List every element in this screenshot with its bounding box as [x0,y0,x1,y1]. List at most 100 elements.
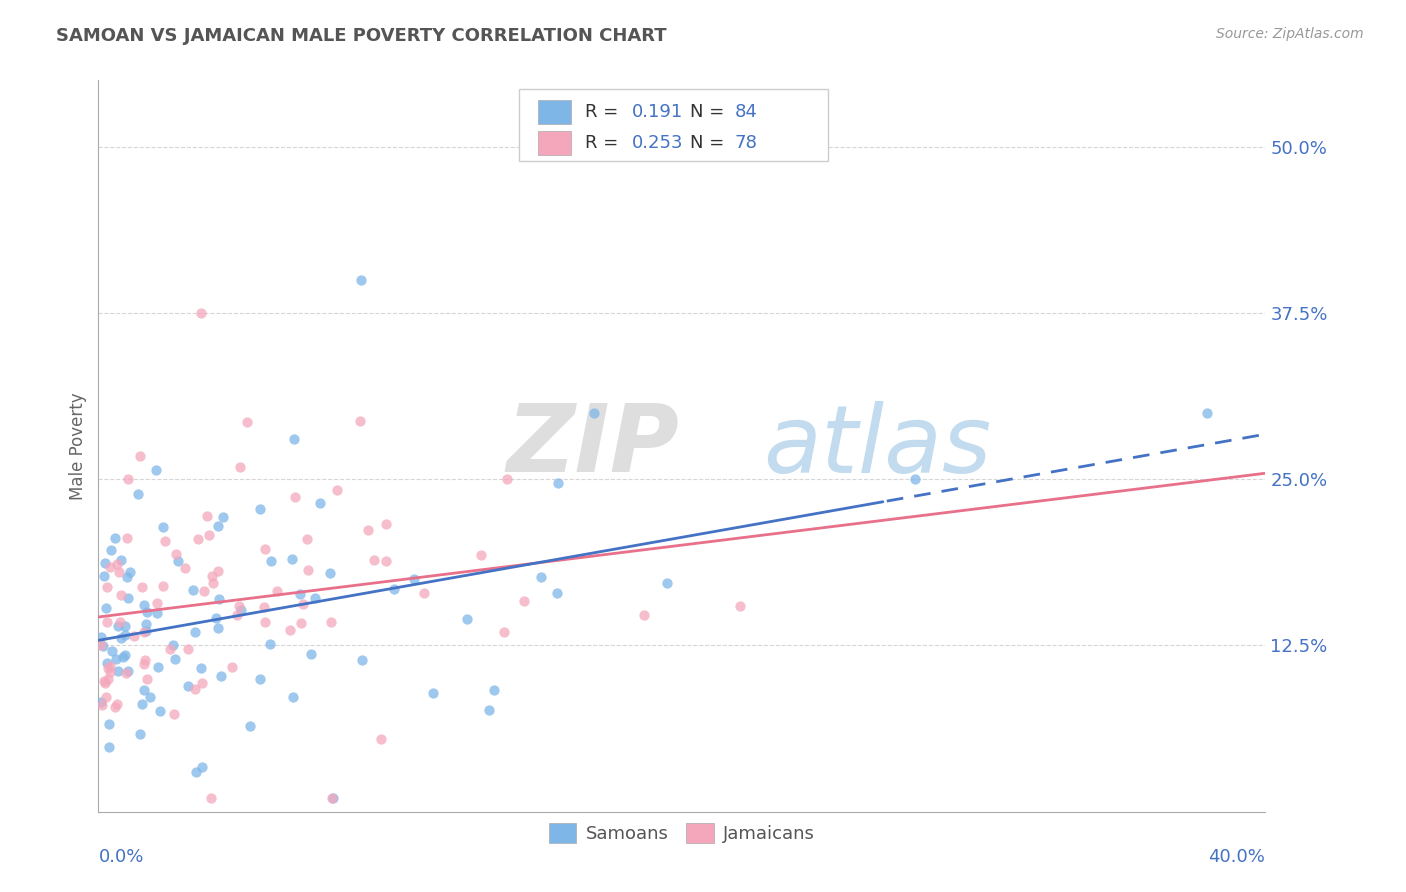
Legend: Samoans, Jamaicans: Samoans, Jamaicans [543,816,821,850]
Point [319,566,342,580]
Point [657,576,679,591]
Point [249,672,271,686]
Point [352,653,374,667]
Point [163,652,186,666]
Point [176,641,198,656]
Point [208,591,231,606]
Point [90,638,112,652]
Point [412,586,434,600]
Point [97,672,120,686]
Point [91,640,114,654]
Point [297,563,319,577]
Point [152,579,174,593]
Point [117,471,139,485]
Point [127,486,149,500]
Point [93,569,115,583]
Text: 40.0%: 40.0% [1209,848,1265,866]
Point [90,695,112,709]
Point [135,624,157,638]
Point [163,707,186,722]
Point [260,554,283,568]
Point [904,472,927,486]
Point [107,664,129,678]
Point [103,531,125,545]
Point [110,588,132,602]
Point [322,791,344,805]
Point [1195,406,1218,420]
Point [131,697,153,711]
Point [145,597,167,611]
Point [98,665,121,679]
Text: 78: 78 [734,134,758,152]
Point [228,599,250,614]
Point [193,584,215,599]
Point [94,690,117,704]
Point [207,518,229,533]
Point [633,607,655,622]
Point [90,630,112,644]
Point [145,463,167,477]
Point [402,573,425,587]
Point [253,615,276,629]
Point [152,520,174,534]
Text: Source: ZipAtlas.com: Source: ZipAtlas.com [1216,27,1364,41]
Point [105,697,128,711]
Point [98,560,121,574]
Point [291,597,314,611]
Point [319,615,342,629]
Point [159,642,181,657]
Point [191,675,214,690]
Point [290,616,312,631]
Point [211,509,233,524]
Point [162,638,184,652]
Point [97,717,120,731]
Point [266,584,288,599]
Point [98,659,121,673]
Point [107,619,129,633]
Point [309,496,332,510]
Text: N =: N = [690,134,730,152]
Point [382,582,405,596]
Point [184,681,207,696]
Point [281,552,304,566]
Point [148,659,170,673]
Point [165,547,187,561]
Y-axis label: Male Poverty: Male Poverty [69,392,87,500]
Point [374,517,396,532]
Point [134,652,156,666]
Text: 0.253: 0.253 [631,134,683,152]
Point [129,727,152,741]
Point [191,759,214,773]
Point [117,664,139,678]
Point [111,649,134,664]
Point [115,570,138,584]
Point [350,273,373,287]
Point [730,599,752,613]
Text: ZIP: ZIP [508,400,679,492]
Text: N =: N = [690,103,730,121]
Text: SAMOAN VS JAMAICAN MALE POVERTY CORRELATION CHART: SAMOAN VS JAMAICAN MALE POVERTY CORRELAT… [56,27,666,45]
Point [132,683,155,698]
Point [235,416,257,430]
Point [283,432,305,446]
Point [470,548,492,562]
Point [478,703,501,717]
Point [187,533,209,547]
Bar [538,131,571,154]
Text: R =: R = [585,134,624,152]
Point [374,554,396,568]
Point [136,673,159,687]
Point [422,686,444,700]
Point [177,679,200,693]
Point [117,591,139,605]
Point [321,791,343,805]
Point [104,699,127,714]
Point [456,612,478,626]
Point [226,607,249,622]
Point [190,306,212,320]
Point [117,531,139,545]
Point [122,629,145,643]
Point [174,561,197,575]
Point [357,523,380,537]
Point [97,661,120,675]
